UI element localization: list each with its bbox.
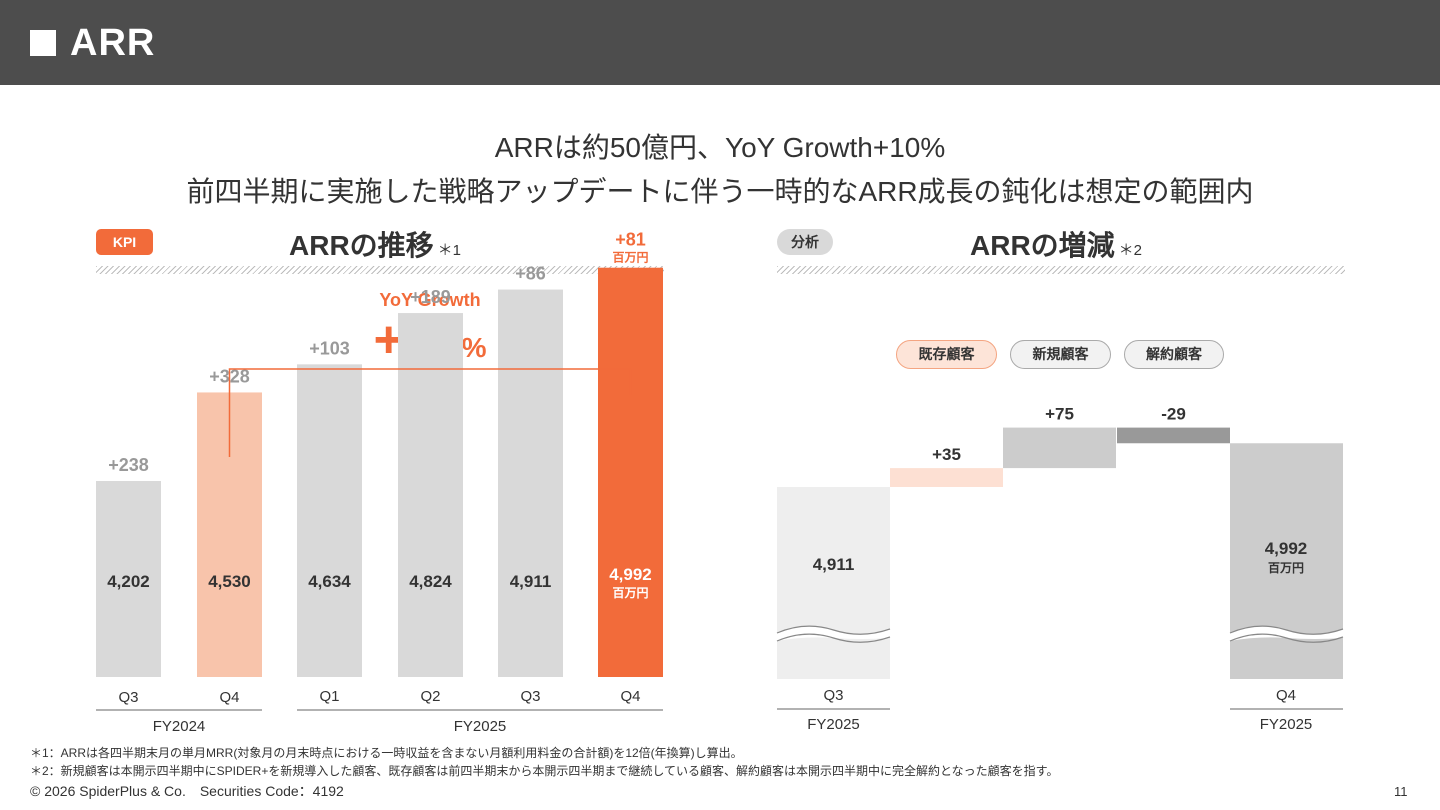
arr-increment-5: +81: [615, 230, 646, 250]
arr-increment-unit-5: 百万円: [612, 251, 648, 265]
waterfall-step-label-0: +35: [932, 445, 961, 464]
waterfall-start-bar: [777, 487, 890, 679]
arr-bar-label-5: 4,992: [609, 565, 652, 584]
arr-category-1: Q4: [219, 689, 239, 706]
headline-line-2: 前四半期に実施した戦略アップデートに伴う一時的なARR成長の鈍化は想定の範囲内: [186, 176, 1254, 207]
arr-bar-label-2: 4,634: [308, 572, 351, 591]
arr-increment-2: +103: [309, 338, 350, 358]
analysis-badge: 分析: [777, 229, 833, 255]
waterfall-start-label: 4,911: [813, 555, 855, 574]
arr-bar-label-1: 4,530: [208, 572, 251, 591]
right-divider: [777, 266, 1345, 274]
arr-bar-2: [297, 364, 362, 677]
arr-bar-label-4: 4,911: [510, 572, 552, 591]
waterfall-step-2: [1117, 427, 1230, 444]
axis-break-line-a-start: [776, 625, 891, 635]
fy-label-1: FY2025: [454, 718, 507, 735]
axis-break-fill-start: [777, 626, 890, 641]
waterfall-step-label-1: +75: [1045, 405, 1074, 424]
legend-existing-customers: 既存顧客: [896, 340, 997, 369]
arr-category-3: Q2: [420, 688, 440, 705]
axis-break-line-b-end: [1229, 633, 1344, 643]
arr-bar-unit-5: 百万円: [612, 586, 648, 600]
right-section-title: ARRの増減 ＊2: [970, 224, 1142, 264]
arr-increment-4: +86: [515, 264, 546, 284]
legend-churned-customers: 解約顧客: [1124, 340, 1224, 369]
waterfall-end-category: Q4: [1276, 687, 1296, 704]
footnote-1: ＊1：ARRは各四半期末月の単月MRR(対象月の月末時点における一時収益を含まな…: [30, 746, 743, 760]
copyright: © 2026 SpiderPlus & Co. Securities Code：…: [30, 783, 344, 799]
arr-bar-5: [598, 267, 663, 677]
arr-category-4: Q3: [520, 688, 540, 705]
arr-category-0: Q3: [118, 689, 138, 706]
waterfall-end-label: 4,992: [1265, 539, 1308, 558]
waterfall-end-fy: FY2025: [1260, 716, 1313, 733]
left-divider: [96, 266, 664, 274]
yoy-bracket: [228, 368, 632, 457]
arr-bar-label-3: 4,824: [409, 572, 452, 591]
legend-new-customers: 新規顧客: [1010, 340, 1111, 369]
waterfall-step-0: [890, 468, 1003, 487]
waterfall-start-category: Q3: [823, 687, 843, 704]
page-number: 11: [1394, 784, 1408, 799]
arr-category-5: Q4: [620, 688, 640, 705]
waterfall-step-label-2: -29: [1161, 405, 1186, 424]
header-bar: ARR: [0, 0, 1440, 85]
waterfall-step-1: [1003, 427, 1116, 469]
arr-bar-label-0: 4,202: [107, 572, 150, 591]
left-section-note: ＊1: [437, 242, 462, 259]
waterfall-start-fy: FY2025: [807, 716, 860, 733]
fy-label-0: FY2024: [153, 718, 206, 735]
yoy-growth-label: YoY Growth: [379, 290, 481, 310]
kpi-badge: KPI: [96, 229, 153, 255]
arr-bar-4: [498, 289, 563, 677]
page-title: ARR: [70, 22, 156, 64]
square-bullet-icon: [30, 30, 56, 56]
axis-break-fill-end: [1230, 626, 1343, 641]
waterfall-end-bar: [1230, 443, 1343, 679]
right-section-note: ＊2: [1118, 242, 1143, 259]
waterfall-end-unit: 百万円: [1268, 561, 1304, 575]
arr-bar-0: [96, 481, 161, 677]
axis-break-line-b-start: [776, 633, 891, 643]
arr-bar-3: [398, 313, 463, 677]
arr-increment-3: +189: [410, 287, 451, 307]
footnote-2: ＊2：新規顧客は本開示四半期中にSPIDER+を新規導入した顧客、既存顧客は前四…: [30, 764, 1059, 778]
yoy-growth-unit: %: [461, 332, 487, 363]
arr-category-2: Q1: [319, 688, 339, 705]
left-section-title: ARRの推移 ＊1: [289, 224, 461, 264]
arr-increment-0: +238: [108, 455, 149, 475]
headline-line-1: ARRは約50億円、YoY Growth+10%: [494, 132, 946, 163]
right-section-title-text: ARRの増減: [970, 230, 1115, 261]
axis-break-line-a-end: [1229, 625, 1344, 635]
left-section-title-text: ARRの推移: [289, 230, 434, 261]
